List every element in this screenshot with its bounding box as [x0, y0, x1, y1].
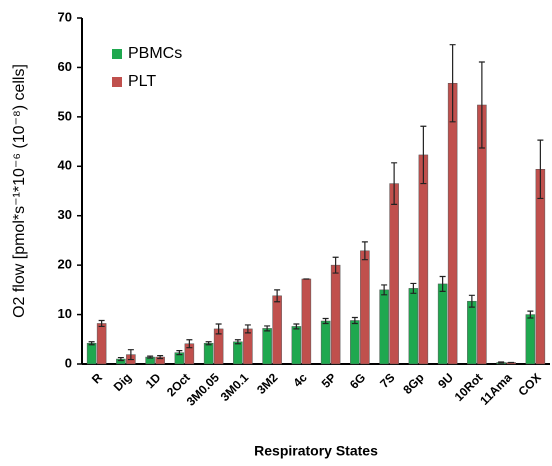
bar [467, 300, 477, 365]
error-bar [449, 44, 456, 123]
y-tick-label: 40 [58, 158, 72, 173]
x-tick-label: 6G [347, 370, 368, 391]
error-bar [420, 125, 427, 185]
bar [379, 289, 389, 365]
x-tick-label: 8Gp [400, 370, 426, 396]
error-bar [322, 317, 329, 325]
error-bar [478, 61, 485, 149]
bar [360, 250, 370, 365]
bar [389, 183, 399, 365]
x-tick-label: 5P [319, 370, 339, 390]
error-bar [117, 356, 124, 362]
error-bar [332, 256, 339, 274]
bar [291, 326, 302, 365]
error-bar [274, 289, 281, 303]
error-bar [215, 323, 222, 335]
bar [350, 320, 360, 365]
legend-label: PBMCs [128, 45, 182, 62]
bar [408, 288, 419, 365]
x-tick-label: R [89, 370, 105, 386]
x-tick-label: 11Ama [477, 370, 514, 407]
bar [418, 154, 429, 365]
error-bar [351, 316, 358, 325]
x-tick-label: 1D [143, 370, 164, 391]
error-bar [391, 162, 398, 205]
error-bar [157, 354, 164, 360]
bar [233, 341, 243, 365]
y-axis-label: O2 flow [pmol*s⁻¹*10⁻⁶ (10⁻⁸) cells] [11, 64, 28, 318]
x-tick-label: 4c [290, 370, 310, 390]
x-tick-label: 7S [377, 370, 397, 390]
x-tick-label: Dig [111, 370, 135, 394]
error-bar [98, 319, 105, 328]
x-tick-label: 3M0.1 [218, 370, 252, 404]
y-tick-label: 70 [58, 9, 72, 24]
bar [243, 328, 253, 365]
error-bar [381, 284, 388, 296]
bar [86, 342, 97, 365]
error-bar [147, 355, 154, 359]
bar [525, 314, 536, 365]
legend-swatch [112, 77, 122, 87]
y-tick-label: 20 [58, 257, 72, 272]
x-tick-label: 3M0.05 [184, 370, 222, 408]
bar [203, 342, 214, 365]
bar [320, 320, 331, 365]
legend-label: PLT [128, 73, 156, 90]
y-tick-label: 30 [58, 207, 72, 222]
y-tick-label: 60 [58, 59, 72, 74]
y-tick-label: 0 [65, 355, 72, 370]
bar [262, 328, 272, 365]
error-bar [361, 241, 368, 261]
error-bar [264, 325, 271, 332]
error-bar [468, 294, 475, 308]
bar [301, 278, 312, 365]
error-bar [244, 324, 251, 334]
bar [96, 323, 107, 365]
bar [330, 264, 341, 365]
error-bar [527, 310, 534, 319]
error-bar [293, 323, 300, 330]
error-bar [410, 282, 417, 294]
bar [272, 295, 282, 365]
bar [447, 82, 458, 365]
error-bar [205, 341, 212, 346]
error-bar [498, 361, 505, 364]
x-tick-label: 3M2 [254, 370, 281, 397]
error-bar [234, 339, 241, 345]
legend-swatch [112, 49, 122, 59]
x-axis-label: Respiratory States [254, 443, 378, 459]
x-tick-label: 9U [435, 370, 456, 391]
error-bar [537, 139, 544, 200]
y-tick-label: 10 [58, 306, 72, 321]
bar [437, 283, 448, 365]
error-bar [439, 275, 446, 292]
y-tick-label: 50 [58, 108, 72, 123]
error-bar [186, 339, 193, 349]
error-bar [176, 350, 183, 356]
error-bar [88, 341, 95, 346]
error-bar [127, 349, 134, 361]
x-tick-label: COX [515, 370, 543, 398]
